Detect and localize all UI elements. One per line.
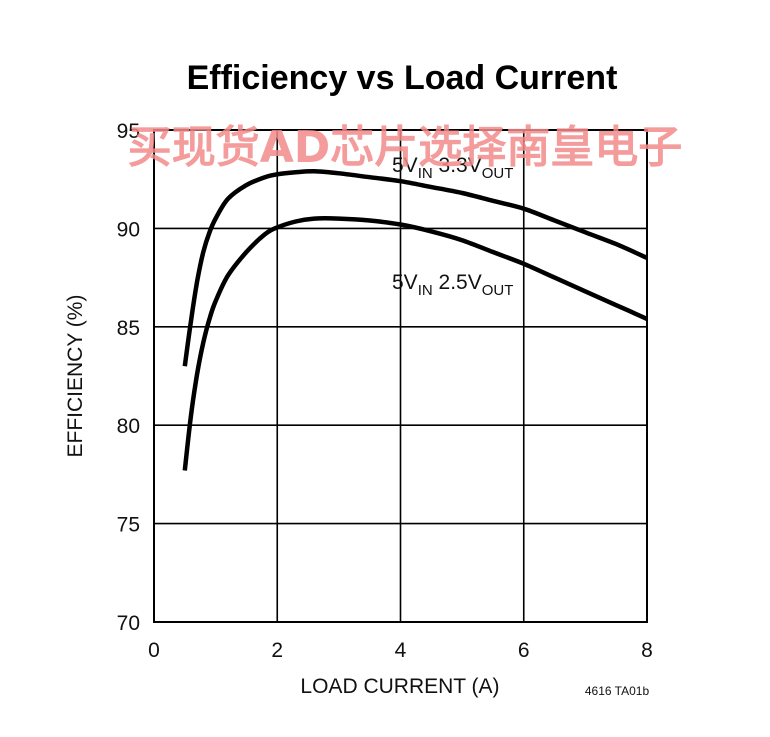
y-tick-label: 70: [117, 612, 140, 635]
figure-code: 4616 TA01b: [585, 684, 650, 698]
x-axis-label: LOAD CURRENT (A): [300, 675, 499, 698]
x-tick-label: 2: [271, 639, 283, 662]
y-tick-label: 85: [117, 317, 140, 340]
series-label-text: 5V: [392, 154, 418, 177]
series-line-2: [182, 216, 648, 471]
series-label-subscript: OUT: [482, 165, 514, 182]
grid: [154, 130, 647, 622]
y-tick-label: 90: [117, 218, 140, 241]
series-label-1: 5VIN 3.3VOUT: [392, 154, 513, 182]
chart-title: Efficiency vs Load Current: [187, 59, 618, 97]
y-tick-label: 95: [117, 120, 140, 143]
x-tick-labels: 0 2 4 6 8: [148, 639, 653, 662]
x-tick-label: 6: [518, 639, 530, 662]
series-label-subscript: IN: [418, 282, 433, 299]
series-label-subscript: IN: [418, 165, 433, 182]
series-label-2: 5VIN 2.5VOUT: [392, 271, 513, 299]
y-tick-label: 80: [117, 415, 140, 438]
series-label-text: 3.3V: [433, 154, 482, 177]
x-tick-label: 8: [641, 639, 653, 662]
series-lines: [182, 169, 648, 471]
series-label-subscript: OUT: [482, 282, 514, 299]
y-tick-labels: 70 75 80 85 90 95: [117, 120, 140, 635]
series-line-1: [182, 169, 648, 367]
plot-frame: [153, 129, 648, 623]
x-tick-label: 0: [148, 639, 160, 662]
watermark: 买现货AD芯片选择南皇电子: [128, 122, 683, 173]
x-tick-label: 4: [395, 639, 407, 662]
y-axis-label: EFFICIENCY (%): [64, 295, 87, 458]
series-label-text: 2.5V: [433, 271, 482, 294]
series-label-text: 5V: [392, 271, 418, 294]
y-tick-label: 75: [117, 514, 140, 537]
